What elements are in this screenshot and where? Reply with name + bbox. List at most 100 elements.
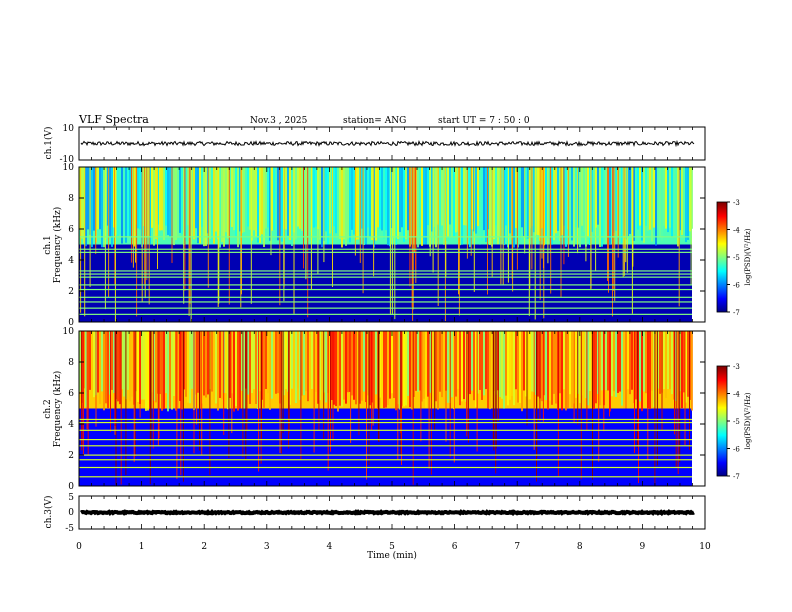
spectral-column bbox=[663, 167, 665, 226]
ch2-spec-ylabel-channel: ch.2 bbox=[43, 399, 53, 418]
colorbar-tick-label: -7 bbox=[733, 473, 740, 481]
spectral-column bbox=[119, 331, 121, 405]
spectral-column bbox=[257, 331, 259, 410]
spectral-column bbox=[587, 331, 589, 406]
spectral-column bbox=[505, 331, 507, 396]
colorbar-step bbox=[717, 407, 727, 409]
spectral-column bbox=[303, 331, 305, 396]
colorbar-step bbox=[717, 289, 727, 291]
sferic-spike bbox=[293, 167, 295, 314]
spectral-column bbox=[249, 167, 251, 230]
colorbar-step bbox=[717, 281, 727, 283]
spectral-column bbox=[223, 167, 225, 247]
spectral-column bbox=[601, 167, 603, 247]
spectral-column bbox=[363, 167, 365, 246]
spectral-column bbox=[565, 167, 567, 247]
spectral-column bbox=[665, 167, 667, 229]
spectral-column bbox=[503, 167, 505, 246]
sferic-spike bbox=[400, 331, 402, 456]
colorbar-step bbox=[717, 231, 727, 233]
sferic-spike bbox=[368, 331, 370, 466]
sferic-spike bbox=[690, 167, 692, 286]
spectral-column bbox=[269, 167, 271, 241]
spectral-column bbox=[475, 331, 477, 408]
spectral-column bbox=[271, 331, 273, 399]
sferic-spike bbox=[612, 167, 614, 291]
colorbar-step bbox=[717, 252, 727, 254]
spectral-column bbox=[103, 331, 105, 411]
spectral-column bbox=[485, 331, 487, 390]
start-time-label: start UT = 7 : 50 : 0 bbox=[438, 116, 530, 126]
spectral-column bbox=[457, 331, 459, 389]
colorbar-step bbox=[717, 234, 727, 236]
colorbar-step bbox=[717, 229, 727, 231]
spectral-column bbox=[475, 167, 477, 234]
spectral-column bbox=[265, 167, 267, 229]
spectral-column bbox=[113, 331, 115, 394]
spectral-column bbox=[251, 167, 253, 241]
colorbar-step bbox=[717, 276, 727, 278]
spectral-column bbox=[195, 331, 197, 395]
colorbar-step bbox=[717, 305, 727, 307]
spectral-column bbox=[165, 331, 167, 394]
sferic-spike bbox=[547, 167, 549, 264]
spectral-column bbox=[363, 331, 365, 392]
spectral-column bbox=[639, 331, 641, 402]
spectral-column bbox=[525, 331, 527, 397]
sferic-spike bbox=[95, 167, 97, 254]
sferic-spike bbox=[303, 167, 304, 269]
colorbar-step bbox=[717, 415, 727, 417]
sferic-spike bbox=[412, 331, 414, 485]
spectral-column bbox=[173, 167, 175, 246]
ch1-colorbar: -3 -4 -5 -6 -7 log(PSD)(V²/Hz) bbox=[716, 199, 752, 317]
spectral-column bbox=[451, 331, 453, 398]
spectral-column bbox=[535, 167, 537, 235]
spectral-column bbox=[111, 331, 113, 390]
spectral-column bbox=[349, 167, 351, 243]
colorbar-step bbox=[717, 301, 727, 303]
sferic-spike bbox=[371, 331, 373, 431]
colorbar-step bbox=[717, 449, 727, 451]
colorbar-step bbox=[717, 395, 727, 397]
spectral-column bbox=[425, 167, 427, 245]
spectral-column bbox=[231, 167, 233, 227]
spectral-column bbox=[433, 331, 435, 404]
spectral-column bbox=[375, 331, 377, 395]
sferic-spike bbox=[449, 331, 451, 458]
colorbar-step bbox=[717, 418, 727, 420]
spectral-column bbox=[215, 331, 217, 404]
sferic-spike bbox=[209, 331, 211, 476]
colorbar-step bbox=[717, 384, 727, 386]
spectral-column bbox=[575, 167, 577, 227]
spectral-column bbox=[461, 331, 463, 402]
spectral-column bbox=[179, 167, 181, 233]
spectral-column bbox=[153, 331, 155, 401]
colorbar-step bbox=[717, 462, 727, 464]
colorbar-step bbox=[717, 436, 727, 438]
spectral-column bbox=[559, 167, 561, 242]
sferic-spike bbox=[507, 167, 509, 283]
sferic-spike bbox=[428, 331, 430, 469]
spectral-column bbox=[395, 167, 397, 245]
spectral-column bbox=[365, 167, 367, 245]
sferic-spike bbox=[470, 167, 472, 256]
spectral-column bbox=[515, 167, 517, 229]
spectral-column bbox=[587, 167, 589, 237]
waveform-trace bbox=[79, 509, 695, 517]
colorbar-step bbox=[717, 214, 727, 216]
colorbar-step bbox=[717, 445, 727, 447]
spectral-column bbox=[687, 331, 689, 397]
ch1-spec-ylabel-frequency: Frequency (kHz) bbox=[52, 207, 63, 284]
spectral-column bbox=[381, 331, 383, 409]
colorbar-step bbox=[717, 470, 727, 472]
spectral-column bbox=[207, 331, 209, 395]
colorbar-step bbox=[717, 274, 727, 276]
spectral-column bbox=[531, 331, 533, 392]
colorbar-step bbox=[717, 207, 727, 209]
colorbar-step bbox=[717, 379, 727, 381]
colorbar-step bbox=[717, 447, 727, 449]
colorbar-step bbox=[717, 294, 727, 296]
colorbar-step bbox=[717, 378, 727, 380]
sferic-spike bbox=[114, 167, 116, 322]
sferic-spike bbox=[323, 167, 325, 263]
